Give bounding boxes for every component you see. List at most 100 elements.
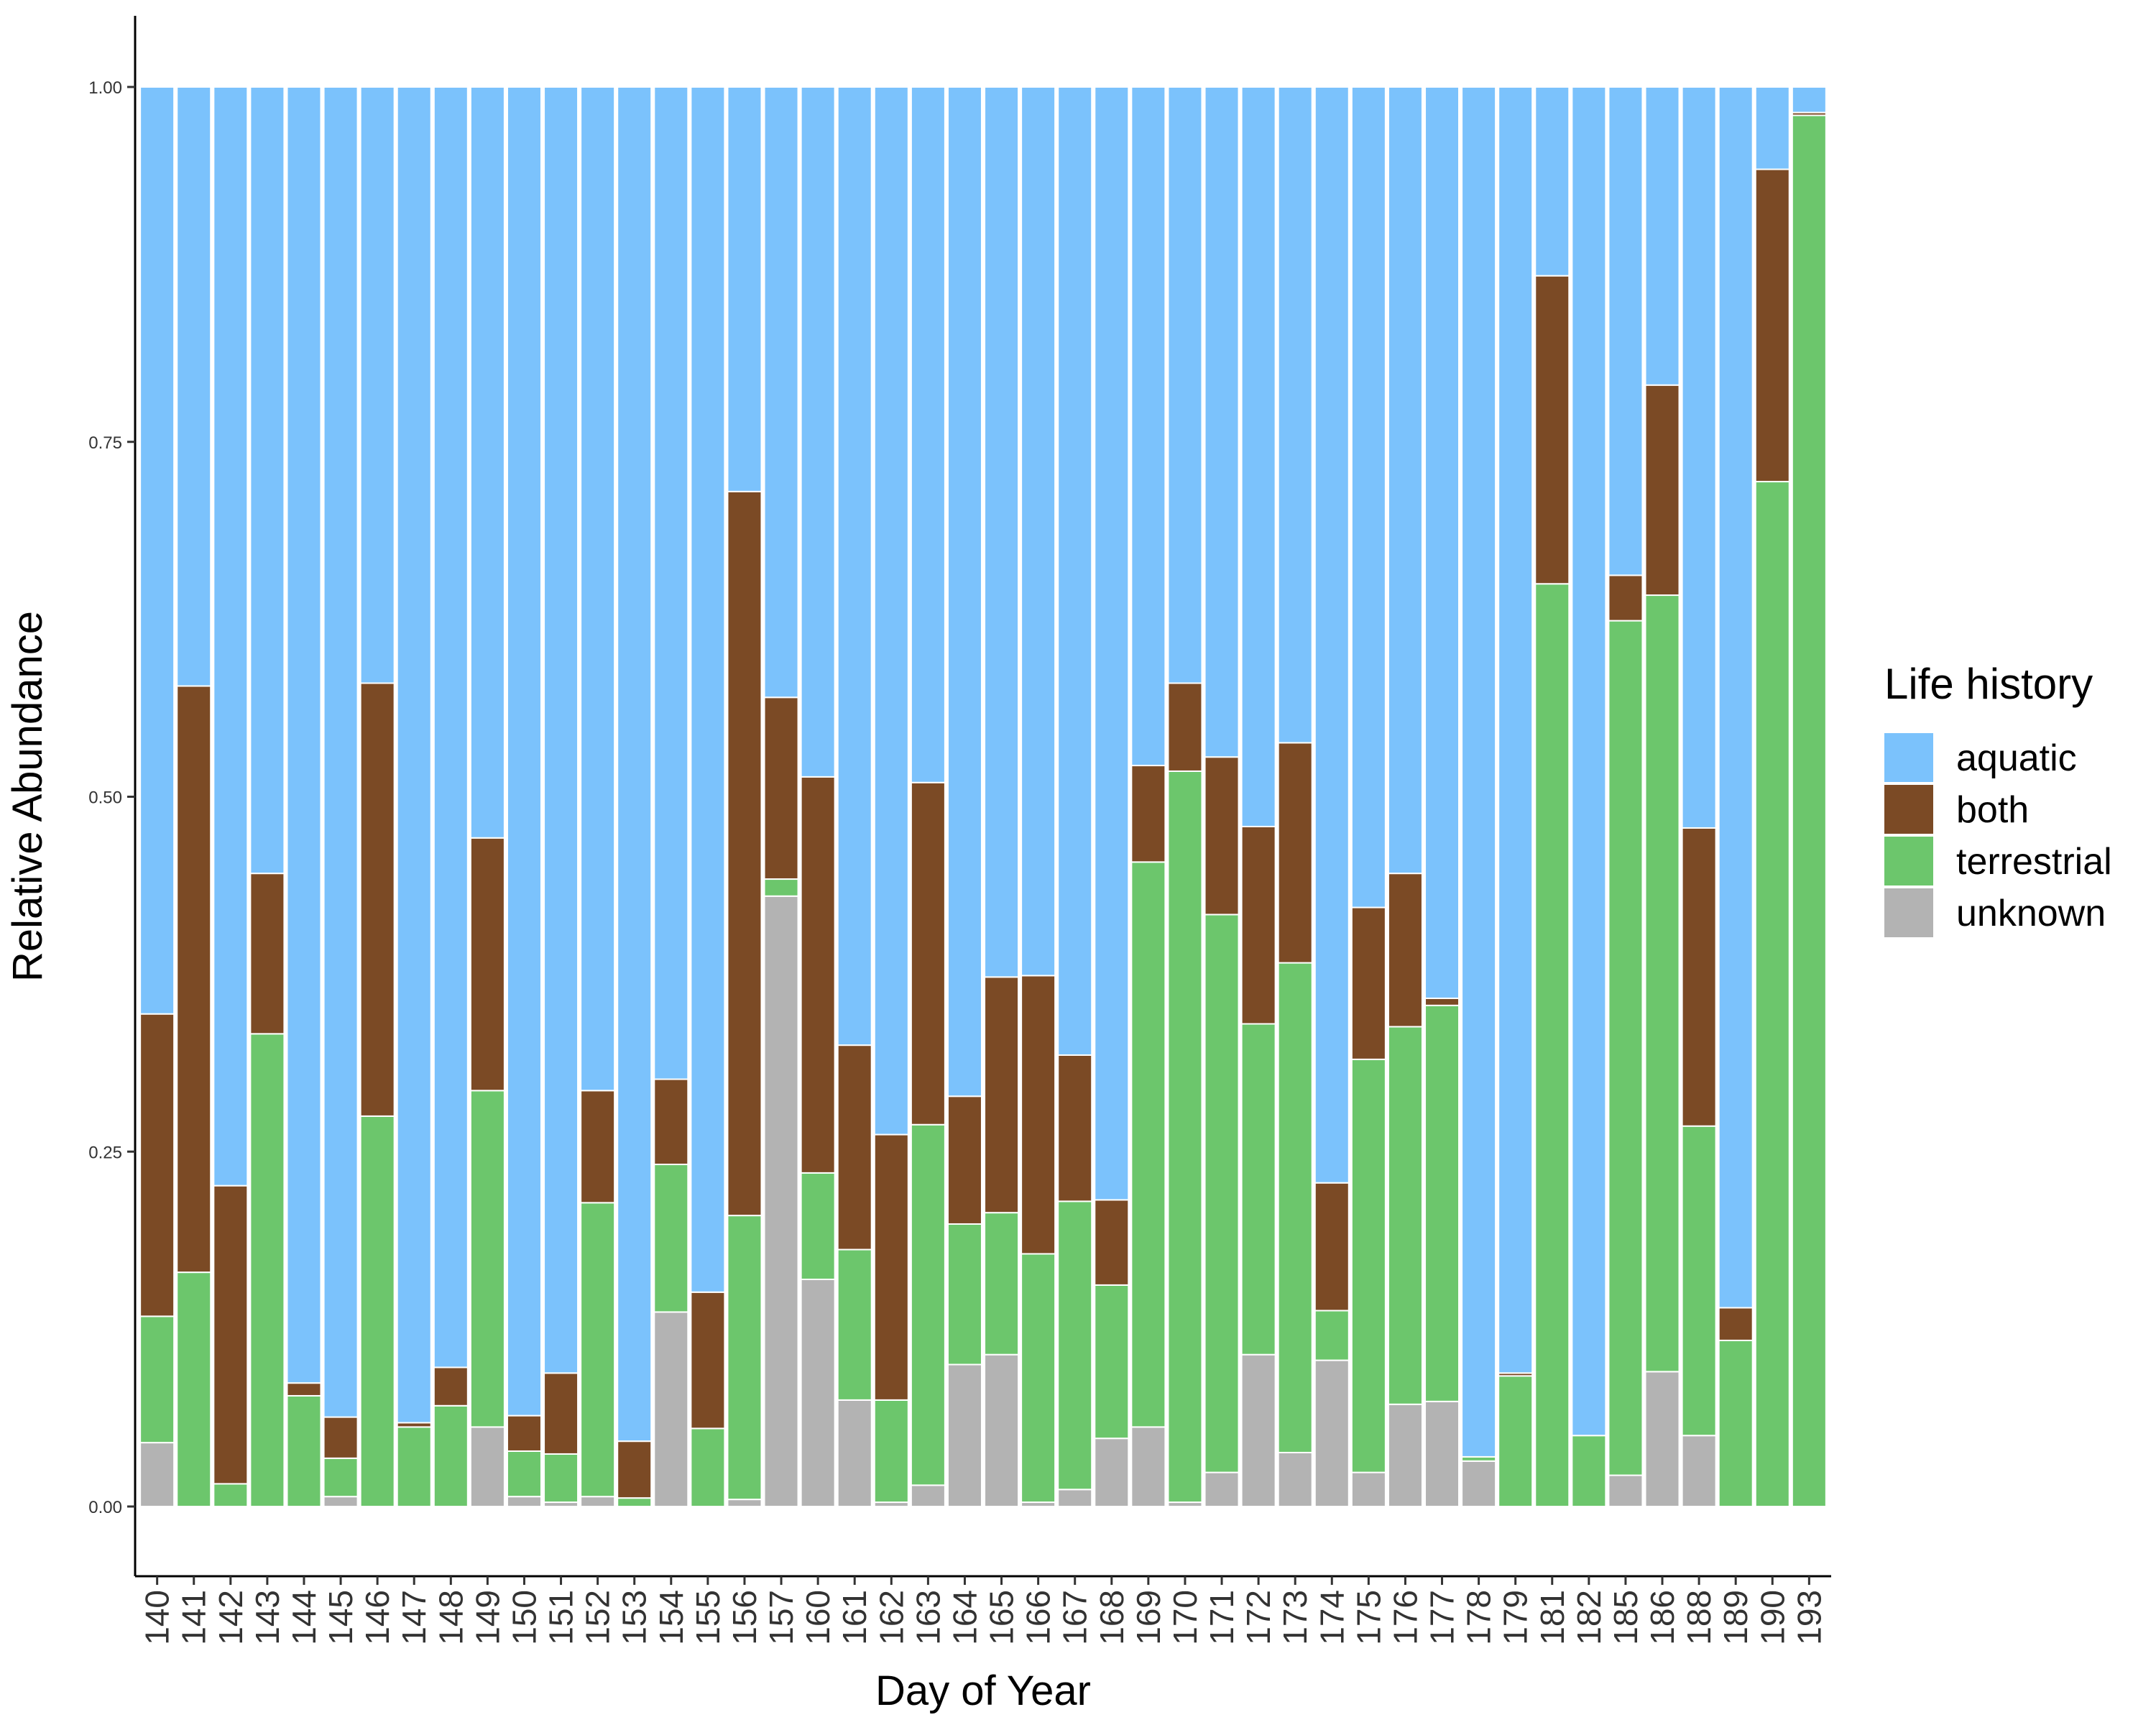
- bar-segment-aquatic-146: [359, 86, 395, 684]
- bar-segment-unknown-174: [1314, 1359, 1350, 1507]
- y-tick-label: 0.50: [88, 788, 122, 808]
- x-tick-label-176: 176: [1386, 1590, 1424, 1645]
- bar-segment-both-164: [946, 1095, 982, 1225]
- x-axis-title: Day of Year: [875, 1668, 1091, 1714]
- bar-segment-terrestrial-169: [1130, 861, 1166, 1428]
- bar-segment-unknown-156: [727, 1499, 763, 1508]
- bar-segment-aquatic-193: [1791, 86, 1827, 114]
- y-axis: 0.00 0.25 0.50 0.75 1.00: [88, 16, 137, 1576]
- x-tick-label-174: 174: [1313, 1590, 1350, 1645]
- legend-title: Life history: [1884, 660, 2093, 708]
- bar-segment-terrestrial-181: [1534, 583, 1570, 1507]
- bar-segment-unknown-149: [469, 1426, 505, 1508]
- bar-segment-aquatic-175: [1350, 86, 1386, 908]
- bar-segment-unknown-163: [910, 1484, 946, 1508]
- bar-segment-unknown-152: [580, 1496, 616, 1507]
- bar-segment-aquatic-181: [1534, 86, 1570, 277]
- bar-segment-aquatic-143: [249, 86, 285, 875]
- x-tick-label-189: 189: [1717, 1590, 1754, 1645]
- bar-segment-both-181: [1534, 275, 1570, 585]
- bar-segment-aquatic-174: [1314, 86, 1350, 1184]
- bar-segment-aquatic-153: [617, 86, 653, 1443]
- x-tick-label-172: 172: [1240, 1590, 1277, 1645]
- x-tick-label-167: 167: [1056, 1590, 1094, 1645]
- bar-segment-unknown-150: [506, 1496, 542, 1507]
- bar-segment-terrestrial-157: [763, 878, 799, 897]
- bar-segment-both-144: [286, 1382, 322, 1397]
- x-tick-label-141: 141: [175, 1590, 213, 1645]
- bar-segment-aquatic-182: [1571, 86, 1607, 1437]
- bars-layer: [139, 86, 1827, 1508]
- legend-label-terrestrial: terrestrial: [1956, 841, 2112, 883]
- bar-segment-unknown-140: [139, 1442, 175, 1508]
- bar-segment-terrestrial-150: [506, 1450, 542, 1498]
- bar-segment-terrestrial-182: [1571, 1435, 1607, 1507]
- bar-segment-terrestrial-174: [1314, 1310, 1350, 1361]
- bar-segment-aquatic-161: [837, 86, 872, 1046]
- legend-swatch-terrestrial: [1884, 837, 1933, 886]
- bar-segment-both-146: [359, 682, 395, 1117]
- bar-segment-terrestrial-170: [1167, 770, 1203, 1504]
- bar-segment-aquatic-140: [139, 86, 175, 1015]
- bar-segment-both-186: [1644, 384, 1680, 597]
- x-tick-label-177: 177: [1424, 1590, 1461, 1645]
- bar-segment-terrestrial-164: [946, 1223, 982, 1366]
- bar-segment-terrestrial-193: [1791, 114, 1827, 1507]
- bar-segment-both-152: [580, 1090, 616, 1204]
- y-tick-label: 0.25: [88, 1143, 122, 1162]
- bar-segment-aquatic-171: [1204, 86, 1240, 758]
- bar-segment-aquatic-163: [910, 86, 946, 783]
- bar-segment-terrestrial-151: [543, 1453, 579, 1504]
- bar-segment-aquatic-148: [433, 86, 469, 1368]
- legend-swatch-aquatic: [1884, 733, 1933, 782]
- bar-segment-both-176: [1387, 873, 1423, 1028]
- bar-segment-both-150: [506, 1414, 542, 1452]
- bar-segment-terrestrial-155: [690, 1427, 726, 1508]
- bar-segment-unknown-185: [1608, 1474, 1644, 1508]
- bar-segment-terrestrial-148: [433, 1404, 469, 1508]
- bar-segment-terrestrial-173: [1277, 962, 1313, 1453]
- bar-segment-both-142: [213, 1184, 249, 1485]
- x-tick-label-146: 146: [359, 1590, 396, 1645]
- bar-segment-unknown-165: [984, 1353, 1020, 1508]
- bar-segment-both-172: [1240, 825, 1276, 1025]
- bar-segment-aquatic-156: [727, 86, 763, 492]
- x-tick-label-165: 165: [983, 1590, 1021, 1645]
- bar-segment-aquatic-167: [1057, 86, 1093, 1056]
- bar-segment-both-171: [1204, 756, 1240, 916]
- bar-segment-aquatic-170: [1167, 86, 1203, 684]
- x-tick-label-144: 144: [285, 1590, 323, 1645]
- bar-segment-unknown-154: [653, 1311, 689, 1508]
- bar-segment-both-155: [690, 1291, 726, 1430]
- bar-segment-aquatic-173: [1277, 86, 1313, 744]
- x-tick-label-171: 171: [1203, 1590, 1240, 1645]
- bar-segment-both-190: [1754, 168, 1790, 483]
- bar-segment-both-173: [1277, 742, 1313, 964]
- bar-segment-aquatic-157: [763, 86, 799, 699]
- bar-segment-unknown-177: [1424, 1400, 1460, 1507]
- bar-segment-terrestrial-189: [1718, 1339, 1754, 1508]
- bar-segment-both-185: [1608, 574, 1644, 622]
- bar-segment-both-166: [1021, 975, 1056, 1255]
- bar-segment-aquatic-152: [580, 86, 616, 1092]
- legend-label-aquatic: aquatic: [1956, 737, 2077, 779]
- x-tick-label-164: 164: [946, 1590, 983, 1645]
- x-tick-label-186: 186: [1644, 1590, 1681, 1645]
- bar-segment-aquatic-178: [1461, 86, 1497, 1458]
- bar-segment-aquatic-154: [653, 86, 689, 1080]
- bar-segment-both-156: [727, 490, 763, 1217]
- x-tick-label-154: 154: [653, 1590, 690, 1645]
- bar-segment-aquatic-166: [1021, 86, 1056, 977]
- bar-segment-aquatic-188: [1681, 86, 1717, 829]
- x-tick-label-166: 166: [1020, 1590, 1057, 1645]
- bar-segment-unknown-188: [1681, 1435, 1717, 1507]
- bar-segment-terrestrial-146: [359, 1115, 395, 1508]
- bar-segment-both-170: [1167, 682, 1203, 772]
- bar-segment-both-163: [910, 781, 946, 1126]
- bar-segment-aquatic-189: [1718, 86, 1754, 1309]
- bar-segment-aquatic-141: [176, 86, 212, 687]
- bar-segment-terrestrial-140: [139, 1315, 175, 1444]
- bar-segment-unknown-169: [1130, 1426, 1166, 1508]
- bar-segment-terrestrial-168: [1094, 1284, 1130, 1440]
- x-tick-label-153: 153: [616, 1590, 653, 1645]
